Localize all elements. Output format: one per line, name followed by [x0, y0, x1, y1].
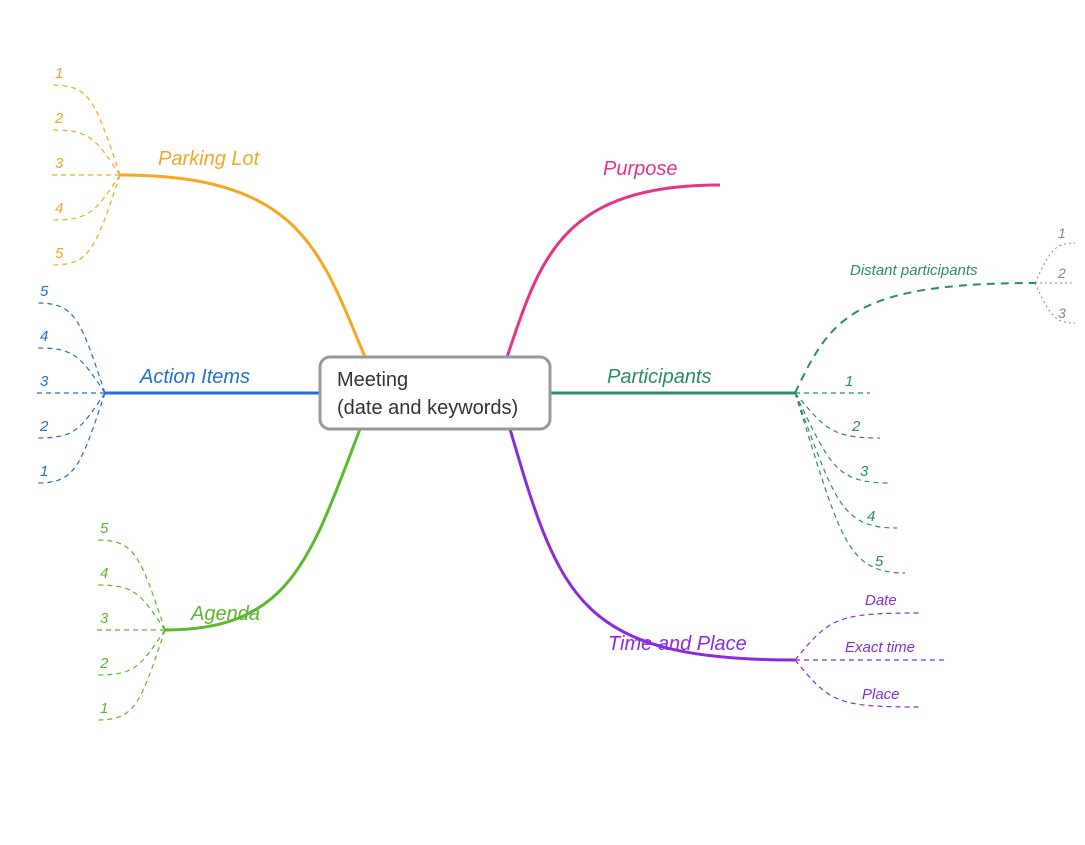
branch-label-participants: Participants	[607, 366, 712, 388]
parkinglot-child-label-4: 4	[55, 200, 63, 217]
agenda-child-label-2: 2	[99, 655, 109, 672]
participants-child-label-1: 1	[845, 373, 853, 390]
participants-child-label-2: 2	[851, 418, 861, 435]
actionitems-child-label-4: 4	[40, 328, 48, 345]
timeplace-child-label-date: Date	[865, 592, 897, 609]
parkinglot-child-label-1: 1	[55, 65, 63, 82]
timeplace-child-place	[795, 660, 920, 707]
center-node: Meeting (date and keywords)	[320, 357, 550, 429]
subbranch-distant	[795, 283, 1035, 393]
branch-line-timeplace	[510, 429, 795, 660]
center-node-line2: (date and keywords)	[337, 397, 518, 419]
agenda-child-label-3: 3	[100, 610, 109, 627]
timeplace-child-label-time: Exact time	[845, 639, 915, 656]
participants-child-2	[795, 393, 880, 438]
actionitems-child-label-3: 3	[40, 373, 49, 390]
participants-child-label-3: 3	[860, 463, 869, 480]
agenda-child-label-1: 1	[100, 700, 108, 717]
branch-label-agenda: Agenda	[190, 603, 260, 625]
parkinglot-child-label-3: 3	[55, 155, 64, 172]
mindmap-canvas: Purpose Participants Distant participant…	[0, 0, 1085, 845]
distant-child-label-3: 3	[1058, 305, 1066, 321]
distant-child-label-1: 1	[1058, 225, 1066, 241]
distant-child-3	[1035, 283, 1075, 323]
center-node-line1: Meeting	[337, 369, 408, 391]
branch-label-parkinglot: Parking Lot	[158, 148, 261, 170]
parkinglot-child-label-2: 2	[54, 110, 64, 127]
branch-label-actionitems: Action Items	[139, 366, 250, 388]
branch-line-parkinglot	[120, 175, 365, 357]
parkinglot-child-label-5: 5	[55, 245, 64, 262]
branch-line-agenda	[165, 429, 360, 630]
actionitems-child-label-1: 1	[40, 463, 48, 480]
actionitems-child-label-5: 5	[40, 283, 49, 300]
participants-child-label-4: 4	[867, 508, 875, 525]
participants-child-label-5: 5	[875, 553, 884, 570]
timeplace-child-label-place: Place	[862, 686, 900, 703]
distant-child-1	[1035, 243, 1075, 283]
subbranch-label-distant: Distant participants	[850, 262, 978, 279]
branch-label-purpose: Purpose	[603, 158, 678, 180]
agenda-child-label-4: 4	[100, 565, 108, 582]
participants-child-4	[795, 393, 897, 528]
branch-label-timeplace: Time and Place	[608, 633, 747, 655]
actionitems-child-label-2: 2	[39, 418, 49, 435]
distant-child-label-2: 2	[1057, 265, 1066, 281]
agenda-child-label-5: 5	[100, 520, 109, 537]
branch-line-purpose	[507, 185, 720, 357]
participants-child-5	[795, 393, 905, 573]
